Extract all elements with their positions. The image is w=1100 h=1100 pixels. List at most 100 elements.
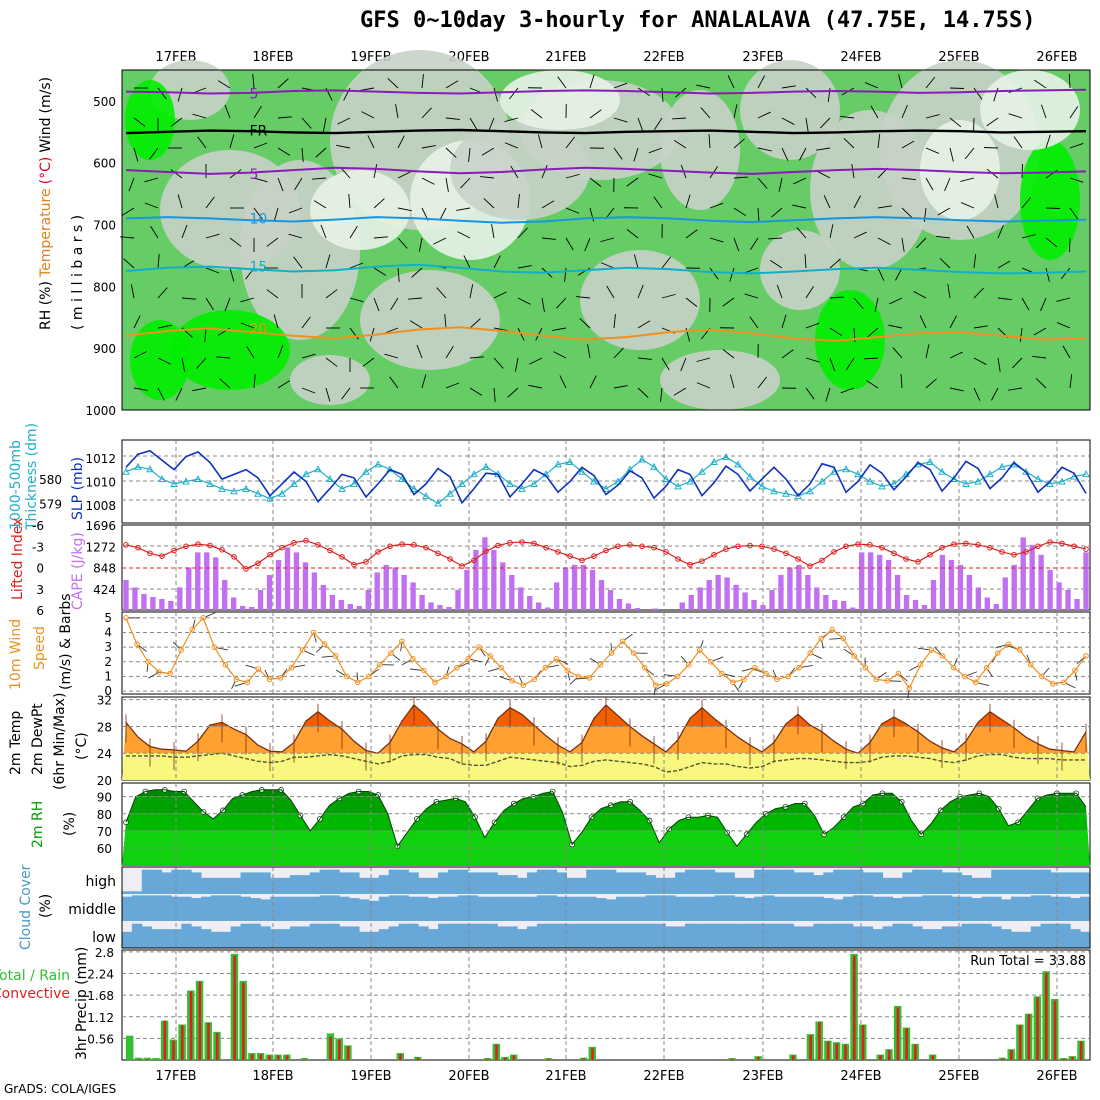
wind-barb [1069, 143, 1084, 149]
wind-barb [997, 297, 1012, 301]
wind-barb [648, 147, 663, 154]
wind-barb [949, 387, 964, 392]
wind-barb [805, 357, 820, 363]
cape-bar [984, 597, 990, 610]
cloud-high-bar [526, 872, 538, 894]
cloud-high-bar [270, 877, 281, 894]
cloud-high-bar [685, 869, 696, 894]
wind-barb [469, 356, 484, 359]
cloud-low-bar [1030, 926, 1042, 948]
wind-barb [507, 387, 519, 398]
cape-bar [509, 574, 515, 610]
li-point [555, 549, 561, 555]
cloud-low-bar [141, 926, 153, 948]
li-point [831, 549, 837, 555]
thickness-point [662, 475, 670, 483]
wind-barb [1008, 113, 1023, 119]
cloud-low-bar [546, 923, 558, 948]
thickness-point [686, 477, 694, 485]
wind-barb [436, 287, 447, 299]
wind-barb [901, 237, 905, 252]
cape-bar [805, 574, 811, 610]
cloud-middle-bar [556, 896, 567, 921]
cape-bar [500, 562, 506, 610]
cloud-low-bar [201, 929, 212, 948]
cloud-high-bar [971, 877, 982, 894]
thickness-point [530, 479, 538, 487]
cape-bar [1074, 598, 1080, 610]
precip-tick: 1.12 [87, 1011, 114, 1025]
precip-conv-bar [1027, 1014, 1031, 1060]
wind-barb [925, 177, 934, 191]
wind-barb [149, 147, 159, 160]
cloud-middle-bar [477, 896, 488, 921]
cape-bar [724, 577, 730, 610]
wind-barb [805, 322, 820, 329]
cloud-high-bar [694, 869, 706, 894]
wind-barb [613, 314, 616, 329]
wind-barb [373, 236, 388, 239]
wind-barb [1021, 234, 1036, 239]
cloud-low-bar [408, 923, 419, 948]
cloud-high-bar [803, 872, 814, 894]
wind-barb [565, 136, 575, 149]
wind-barb [493, 387, 496, 402]
wind-barb [877, 134, 881, 149]
cape-bar [679, 602, 685, 610]
rh-region [310, 170, 410, 250]
precip-conv-bar [242, 982, 245, 1060]
wind-barb [530, 109, 543, 119]
wind-barb [781, 117, 795, 125]
rh-region [980, 70, 1080, 150]
cloud-low-bar [615, 923, 627, 948]
wind-barb [192, 387, 207, 392]
cloud-high-bar [349, 872, 360, 894]
wind-barb [661, 357, 670, 371]
wind-barb [273, 314, 279, 329]
cloud-low-bar [902, 923, 913, 948]
cape-bar [141, 593, 147, 610]
cloud-high-bar [428, 877, 439, 894]
wind-barb [288, 233, 303, 239]
rh-region [290, 355, 370, 405]
wind-barb [829, 258, 841, 269]
date-label-bottom: 17FEB [155, 1069, 196, 1084]
cloud-high-bar [773, 869, 785, 894]
wind-barb [626, 177, 639, 187]
cape-bar [751, 599, 757, 610]
cloud-high-bar [892, 877, 903, 894]
cloud-middle-bar [1050, 896, 1061, 921]
precip-conv-bar [180, 1025, 184, 1060]
wind-barb [949, 117, 962, 128]
wind-barb [322, 117, 327, 132]
li-point [927, 551, 933, 558]
cloud-high-bar [240, 872, 251, 894]
cloud-middle-bar [734, 896, 745, 921]
wind-barb [389, 376, 399, 389]
cloud-high-bar [606, 869, 617, 894]
wind-barb [829, 327, 842, 337]
cloud-middle-bar [941, 895, 953, 921]
cloud-low-bar [764, 923, 775, 948]
cloud-high-bar [319, 869, 330, 894]
cloud-low-bar [773, 923, 785, 948]
wind-barb [445, 177, 449, 192]
ylabel-part: (m/s) [38, 77, 54, 114]
cloud-low-bar [467, 923, 479, 948]
precip-conv-bar [346, 1046, 350, 1060]
thickness-point [506, 479, 514, 487]
wind-barb [397, 237, 408, 249]
wind-barb [157, 287, 168, 299]
precip-conv-bar [818, 1022, 821, 1060]
cape-bar [571, 564, 578, 610]
pressure-tick: 1000 [85, 404, 116, 418]
precip-total-bar [126, 1035, 134, 1060]
cloud-low-bar [1080, 931, 1091, 948]
cloud-low-bar [665, 926, 676, 948]
wind-barb [240, 297, 255, 303]
cloud-high-bar [457, 869, 469, 894]
precip-conv-bar [215, 1032, 219, 1060]
wind-barb [633, 147, 639, 162]
wind-barb [994, 194, 999, 209]
li-tick: -3 [32, 540, 44, 554]
